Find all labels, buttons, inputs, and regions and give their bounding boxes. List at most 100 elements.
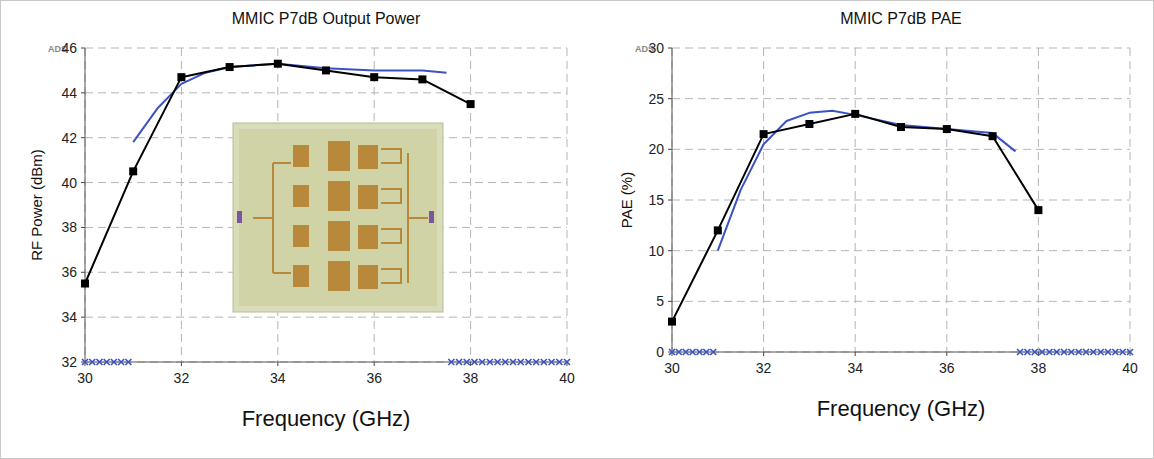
tick-mark — [81, 137, 85, 138]
tick-mark — [81, 48, 85, 49]
chip-pad — [293, 225, 309, 247]
data-point — [556, 359, 562, 365]
chart-panel: MMIC P7dB Output PowerADS323436384042444… — [28, 10, 575, 431]
tick-mark — [668, 301, 672, 302]
data-point — [1054, 349, 1060, 355]
data-point — [541, 359, 547, 365]
y-tick-label: 0 — [656, 344, 664, 360]
data-point — [104, 359, 110, 365]
data-point — [96, 359, 102, 365]
y-axis-title: RF Power (dBm) — [28, 149, 45, 261]
data-point — [1098, 349, 1104, 355]
grid-line — [672, 352, 1130, 353]
tick-mark — [668, 149, 672, 150]
y-tick-label: 5 — [656, 293, 664, 309]
data-point — [714, 226, 722, 234]
y-tick-label: 15 — [648, 192, 664, 208]
data-point — [456, 359, 462, 365]
data-point — [118, 359, 124, 365]
x-tick-label: 36 — [939, 360, 955, 376]
grid-line — [855, 48, 856, 352]
x-tick-label: 36 — [366, 370, 382, 386]
grid-line — [672, 250, 1130, 251]
data-point — [669, 349, 675, 355]
data-point — [89, 359, 95, 365]
chip-trace — [381, 229, 401, 243]
x-axis-line — [672, 352, 1130, 353]
data-point — [1105, 349, 1111, 355]
grid-line — [1130, 48, 1131, 352]
figure-border — [1, 1, 1154, 459]
chip-pad — [293, 185, 309, 207]
data-point — [125, 359, 131, 365]
tick-mark — [81, 272, 85, 273]
tick-mark — [668, 200, 672, 201]
tick-mark — [374, 362, 375, 366]
data-point — [1024, 349, 1030, 355]
x-tick-label: 38 — [463, 370, 479, 386]
x-tick-label: 34 — [270, 370, 286, 386]
grid-line — [672, 48, 673, 352]
x-tick-label: 38 — [1031, 360, 1047, 376]
chip-die — [239, 129, 437, 306]
data-point — [525, 359, 531, 365]
y-tick-label: 40 — [61, 175, 77, 191]
x-axis-line — [85, 362, 567, 363]
data-point — [487, 359, 493, 365]
data-point — [495, 359, 501, 365]
data-point — [129, 167, 137, 175]
tick-mark — [763, 352, 764, 356]
tick-mark — [277, 362, 278, 366]
grid-line — [85, 48, 567, 49]
tick-mark — [81, 92, 85, 93]
y-tick-label: 10 — [648, 243, 664, 259]
data-point — [1076, 349, 1082, 355]
data-point — [1112, 349, 1118, 355]
tick-mark — [81, 227, 85, 228]
data-point — [1090, 349, 1096, 355]
chip-pad — [358, 145, 378, 169]
data-point — [177, 73, 185, 81]
data-point — [1034, 206, 1042, 214]
chip-pad — [328, 221, 350, 251]
data-point — [1061, 349, 1067, 355]
x-tick-label: 34 — [847, 360, 863, 376]
figure: MMIC P7dB Output PowerADS323436384042444… — [0, 0, 1154, 459]
chip-background — [233, 123, 443, 312]
tick-mark — [81, 317, 85, 318]
chip-pad — [328, 181, 350, 211]
grid-line — [85, 48, 86, 362]
grid-line — [672, 200, 1130, 201]
tick-mark — [668, 98, 672, 99]
data-point — [1127, 349, 1133, 355]
data-point — [226, 63, 234, 71]
chip-pad — [328, 261, 350, 291]
chip-pad — [358, 265, 378, 289]
data-point — [897, 123, 905, 131]
data-point — [111, 359, 117, 365]
y-tick-label: 42 — [61, 130, 77, 146]
y-axis-line — [672, 48, 673, 352]
chip-port — [237, 211, 242, 223]
data-point — [82, 359, 88, 365]
x-tick-label: 30 — [77, 370, 93, 386]
tick-mark — [668, 250, 672, 251]
data-point — [81, 280, 89, 288]
data-point — [851, 110, 859, 118]
grid — [85, 48, 567, 362]
series-line — [85, 64, 471, 284]
data-point — [696, 349, 702, 355]
grid-line — [181, 48, 182, 362]
grid-line — [1038, 48, 1039, 352]
data-point — [322, 66, 330, 74]
y-tick-label: 44 — [61, 85, 77, 101]
data-point — [533, 359, 539, 365]
data-point — [549, 359, 555, 365]
data-point — [710, 349, 716, 355]
data-point — [690, 349, 696, 355]
grid-line — [85, 362, 567, 363]
x-tick-label: 40 — [1122, 360, 1138, 376]
tick-mark — [1038, 352, 1039, 356]
grid-line — [763, 48, 764, 352]
grid-line — [672, 48, 1130, 49]
